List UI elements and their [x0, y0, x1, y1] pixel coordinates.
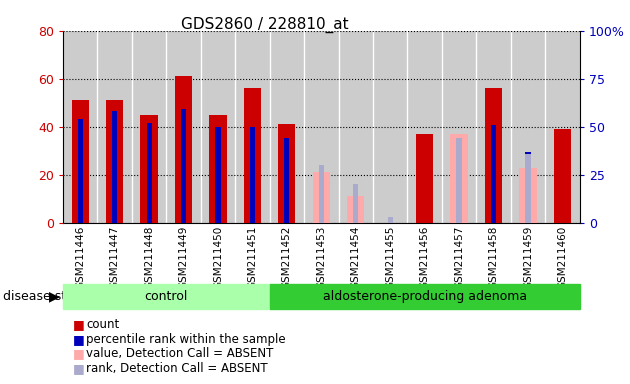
Text: rank, Detection Call = ABSENT: rank, Detection Call = ABSENT: [86, 362, 268, 375]
Bar: [244, 88, 261, 223]
Text: control: control: [145, 290, 188, 303]
Text: ▶: ▶: [49, 290, 60, 304]
Bar: [347, 196, 364, 223]
Text: aldosterone-producing adenoma: aldosterone-producing adenoma: [323, 290, 527, 303]
Bar: [147, 123, 152, 223]
Bar: [353, 184, 358, 223]
Bar: [112, 111, 117, 223]
Text: ■: ■: [72, 362, 84, 375]
Bar: [525, 152, 530, 223]
Bar: [209, 115, 227, 223]
Bar: [476, 31, 511, 223]
Bar: [235, 31, 270, 223]
Bar: [304, 31, 338, 223]
Text: GDS2860 / 228810_at: GDS2860 / 228810_at: [181, 17, 348, 33]
Text: count: count: [86, 318, 120, 331]
Text: ■: ■: [72, 318, 84, 331]
Bar: [442, 31, 476, 223]
Bar: [250, 127, 255, 223]
Bar: [408, 31, 442, 223]
Bar: [270, 31, 304, 223]
Text: ■: ■: [72, 347, 84, 360]
Bar: [215, 127, 220, 223]
Bar: [416, 134, 433, 223]
Bar: [72, 100, 89, 223]
Bar: [525, 154, 530, 223]
Bar: [511, 31, 545, 223]
Text: ■: ■: [72, 333, 84, 346]
Bar: [63, 31, 98, 223]
Bar: [457, 138, 462, 223]
Bar: [98, 31, 132, 223]
Bar: [140, 115, 158, 223]
Bar: [166, 31, 201, 223]
Bar: [175, 76, 192, 223]
Bar: [284, 138, 289, 223]
Bar: [106, 100, 123, 223]
Bar: [485, 88, 502, 223]
Bar: [312, 172, 330, 223]
Bar: [278, 124, 295, 223]
Bar: [181, 109, 186, 223]
Bar: [554, 129, 571, 223]
Bar: [519, 167, 537, 223]
Bar: [77, 119, 83, 223]
Text: percentile rank within the sample: percentile rank within the sample: [86, 333, 286, 346]
Bar: [450, 134, 467, 223]
Text: value, Detection Call = ABSENT: value, Detection Call = ABSENT: [86, 347, 273, 360]
Bar: [338, 31, 373, 223]
Text: disease state: disease state: [3, 290, 87, 303]
Bar: [545, 31, 580, 223]
Bar: [201, 31, 235, 223]
Bar: [373, 31, 408, 223]
Bar: [132, 31, 166, 223]
Bar: [319, 165, 324, 223]
Bar: [387, 217, 392, 223]
Bar: [491, 125, 496, 223]
